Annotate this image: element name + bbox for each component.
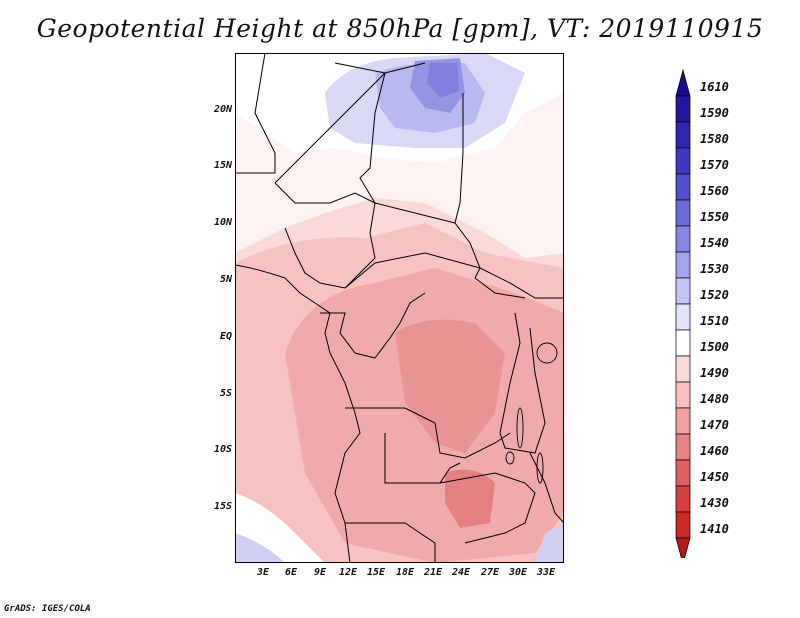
colorbar-label: 1610 (700, 80, 729, 94)
lat-label: 20N (213, 104, 232, 115)
lon-label: 18E (395, 567, 415, 578)
colorbar-swatch (675, 485, 691, 513)
colorbar-swatch (675, 95, 691, 123)
lat-label: 15S (213, 501, 232, 512)
colorbar-label: 1590 (700, 106, 729, 120)
colorbar-swatch (675, 329, 691, 357)
colorbar-swatch (675, 225, 691, 253)
colorbar-label: 1480 (700, 392, 729, 406)
lakes (505, 342, 558, 484)
contour-1550-blue (427, 63, 459, 98)
lon-label: 3E (256, 567, 270, 578)
border-sudan (454, 93, 564, 299)
colorbar-label: 1560 (700, 184, 729, 198)
lat-label: 5S (219, 388, 232, 399)
colorbar-label: 1500 (700, 340, 729, 354)
colorbar-bottom-arrow (675, 537, 691, 558)
colorbar-label: 1520 (700, 288, 729, 302)
coastline-west (235, 264, 361, 563)
lon-label: 6E (284, 567, 298, 578)
border-cameroon (284, 227, 376, 289)
colorbar-swatch (675, 511, 691, 539)
contour-1470-south (445, 469, 495, 528)
colorbar-swatch (675, 147, 691, 175)
border-car-drc (344, 252, 526, 299)
lake-mweru (505, 451, 515, 465)
contour-1520-southwest (235, 533, 285, 563)
border-drc-east (499, 312, 546, 454)
lon-label: 27E (480, 567, 500, 578)
border-car (274, 182, 456, 224)
border-chad (334, 62, 386, 259)
border-drc-angola (345, 407, 511, 459)
lon-label: 21E (423, 567, 443, 578)
lon-label: 9E (313, 567, 327, 578)
lat-label: 15N (213, 160, 232, 171)
lon-label: 33E (536, 567, 556, 578)
map-frame (235, 53, 564, 563)
colorbar-label: 1570 (700, 158, 729, 172)
contour-1520-southeast (535, 523, 564, 563)
colorbar-swatch (675, 251, 691, 279)
lake-tanganyika (516, 407, 524, 449)
colorbar-label: 1580 (700, 132, 729, 146)
colorbar-label: 1450 (700, 470, 729, 484)
grads-credit: GrADS: IGES/COLA (4, 604, 91, 614)
colorbar (675, 68, 691, 558)
lon-label: 30E (508, 567, 528, 578)
colorbar-swatch (675, 433, 691, 461)
contour-1470-region (395, 319, 505, 453)
colorbar-swatch (675, 277, 691, 305)
colorbar-top-arrow (675, 68, 691, 97)
colorbar-label: 1510 (700, 314, 729, 328)
lat-label: 10N (213, 217, 232, 228)
colorbar-swatch (675, 173, 691, 201)
colorbar-swatch (675, 381, 691, 409)
lat-label: 5N (219, 274, 232, 285)
border-congo-drc (374, 292, 426, 359)
lat-label: EQ (219, 331, 232, 342)
geopotential-height-map (235, 53, 564, 563)
colorbar-label: 1430 (700, 496, 729, 510)
colorbar-swatch (675, 407, 691, 435)
colorbar-label: 1470 (700, 418, 729, 432)
colorbar-swatch (675, 303, 691, 331)
colorbar-label: 1460 (700, 444, 729, 458)
lon-label: 12E (338, 567, 358, 578)
country-borders (235, 53, 564, 563)
border-zambia-east (439, 472, 536, 544)
lon-label: 24E (451, 567, 471, 578)
border-congo-gabon (320, 312, 376, 359)
lat-label: 10S (213, 444, 232, 455)
colorbar-swatch (675, 121, 691, 149)
lake-malawi (536, 452, 544, 484)
lake-victoria (536, 342, 558, 364)
map-title: Geopotential Height at 850hPa [gpm], VT:… (36, 14, 764, 43)
colorbar-swatch (675, 199, 691, 227)
colorbar-label: 1550 (700, 210, 729, 224)
colorbar-label: 1530 (700, 262, 729, 276)
colorbar-swatch (675, 459, 691, 487)
colorbar-label: 1540 (700, 236, 729, 250)
border-mozambique (529, 452, 564, 524)
colorbar-label: 1490 (700, 366, 729, 380)
border-north-2 (235, 53, 276, 174)
border-north-1 (274, 62, 426, 184)
border-angola-namibia (345, 522, 436, 563)
colorbar-label: 1410 (700, 522, 729, 536)
lon-label: 15E (366, 567, 386, 578)
colorbar-swatch (675, 355, 691, 383)
